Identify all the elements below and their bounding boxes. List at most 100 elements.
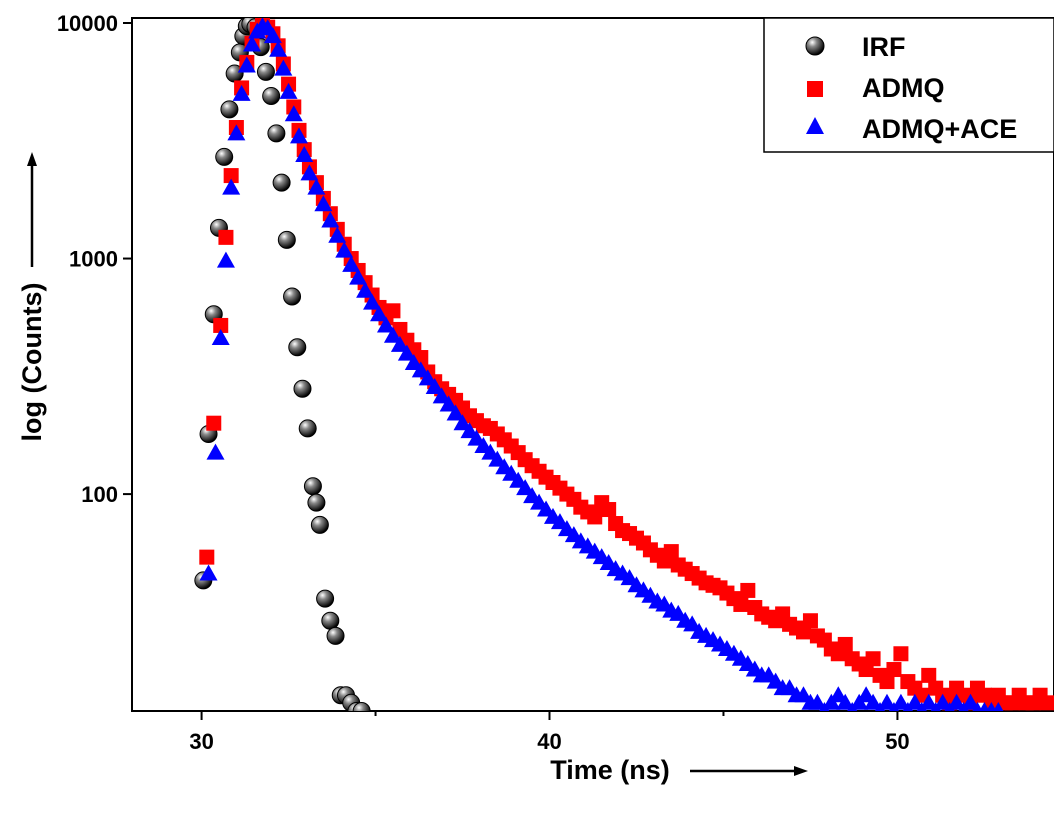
x-axis-title: Time (ns) — [550, 755, 670, 785]
legend-marker-irf — [805, 36, 825, 56]
data-point-irf — [267, 124, 286, 143]
data-point-admq-ace — [279, 82, 298, 99]
series-irf — [194, 18, 371, 711]
data-point-admq-ace — [947, 693, 966, 710]
data-point-irf — [321, 611, 340, 630]
data-point-admq-ace — [453, 414, 472, 431]
data-point-admq-ace — [891, 693, 910, 710]
data-point-admq-ace — [432, 387, 451, 404]
data-point-irf — [298, 419, 317, 438]
data-point-irf — [307, 493, 326, 512]
data-point-admq — [893, 646, 909, 662]
data-point-irf — [352, 702, 371, 711]
data-point-admq-ace — [972, 702, 983, 711]
data-point-admq-ace — [933, 693, 952, 710]
y-axis-title: log (Counts) — [17, 283, 47, 442]
data-point-irf — [293, 379, 312, 398]
y-axis-tick-labels: 100 1000 10000 — [57, 11, 118, 507]
legend-marker-admq-ace — [806, 117, 824, 134]
data-point-admq-ace — [206, 443, 225, 460]
data-point-admq-ace — [836, 693, 855, 710]
data-point-irf — [283, 287, 302, 306]
data-point-admq — [223, 168, 239, 184]
x-axis-tick-labels: 30 40 50 — [189, 729, 909, 754]
data-point-admq-ace — [376, 316, 395, 333]
data-point-irf — [288, 338, 307, 357]
data-point-admq-ace — [237, 56, 256, 73]
data-point-admq-ace — [370, 305, 389, 322]
legend-label-irf: IRF — [862, 32, 906, 62]
data-point-admq — [740, 582, 756, 598]
plot-frame — [131, 17, 1054, 712]
y-tick-label: 10000 — [57, 11, 118, 36]
data-point-admq-ace — [446, 404, 465, 421]
legend-label-admq: ADMQ — [862, 73, 945, 103]
data-point-admq-ace — [290, 127, 309, 144]
data-point-admq-ace — [905, 693, 924, 710]
legend: IRF ADMQ ADMQ+ACE — [763, 17, 1054, 153]
x-axis-arrow — [690, 766, 808, 776]
data-point-admq-ace — [383, 326, 402, 343]
data-point-admq-ace — [349, 268, 368, 285]
x-axis-ticks — [200, 711, 899, 720]
data-point-admq-ace — [274, 59, 293, 76]
data-point-admq-ace — [979, 702, 990, 711]
data-point-admq-ace — [216, 251, 235, 268]
data-point-admq — [886, 662, 902, 678]
data-point-admq — [663, 544, 679, 560]
legend-label-admq-ace: ADMQ+ACE — [862, 114, 1017, 144]
y-axis-arrow — [27, 152, 37, 267]
data-point-irf — [272, 173, 291, 192]
y-tick-label: 100 — [81, 482, 118, 507]
data-point-admq-ace — [877, 693, 896, 710]
data-point-admq-ace — [418, 369, 437, 386]
data-point-admq-ace — [516, 479, 535, 496]
data-point-admq-ace — [263, 27, 282, 44]
data-point-admq — [1039, 695, 1054, 711]
data-point-admq-ace — [222, 178, 241, 195]
data-point-irf — [262, 86, 281, 105]
data-point-admq-ace — [321, 211, 340, 228]
data-point-admq-ace — [397, 344, 416, 361]
y-axis-ticks — [123, 21, 132, 496]
data-point-admq — [206, 415, 222, 431]
data-points — [194, 18, 1054, 711]
data-point-irf — [277, 230, 296, 249]
data-point-admq-ace — [269, 40, 288, 57]
data-point-admq — [385, 303, 401, 319]
x-tick-label: 30 — [189, 729, 213, 754]
data-point-admq-ace — [243, 35, 262, 52]
series-admq-ace — [199, 18, 1004, 711]
data-point-admq — [601, 502, 617, 518]
y-tick-label: 1000 — [69, 247, 118, 272]
data-point-irf — [256, 62, 275, 81]
data-point-admq-ace — [328, 226, 347, 243]
data-point-irf — [326, 626, 345, 645]
data-point-admq-ace — [211, 328, 230, 345]
data-point-admq-ace — [961, 693, 980, 710]
data-point-admq-ace — [411, 361, 430, 378]
data-point-admq-ace — [232, 84, 251, 101]
data-point-admq-ace — [300, 164, 319, 181]
data-point-admq-ace — [986, 702, 997, 711]
data-point-admq-ace — [335, 241, 354, 258]
data-point-admq-ace — [425, 377, 444, 394]
data-point-admq-ace — [363, 293, 382, 310]
data-point-admq-ace — [227, 124, 246, 141]
data-point-admq — [837, 636, 853, 652]
data-point-admq — [199, 549, 215, 565]
data-point-admq — [921, 667, 937, 683]
data-point-admq — [865, 651, 881, 667]
data-point-admq-ace — [919, 693, 938, 710]
data-point-irf — [310, 515, 329, 534]
data-point-admq-ace — [295, 146, 314, 163]
data-point-irf — [316, 589, 335, 608]
data-point-admq-ace — [199, 564, 218, 581]
x-tick-label: 40 — [537, 729, 561, 754]
data-point-admq-ace — [307, 178, 326, 195]
data-point-admq-ace — [342, 255, 361, 272]
data-point-irf — [215, 147, 234, 166]
legend-marker-admq — [807, 81, 823, 97]
data-point-admq — [213, 317, 229, 333]
